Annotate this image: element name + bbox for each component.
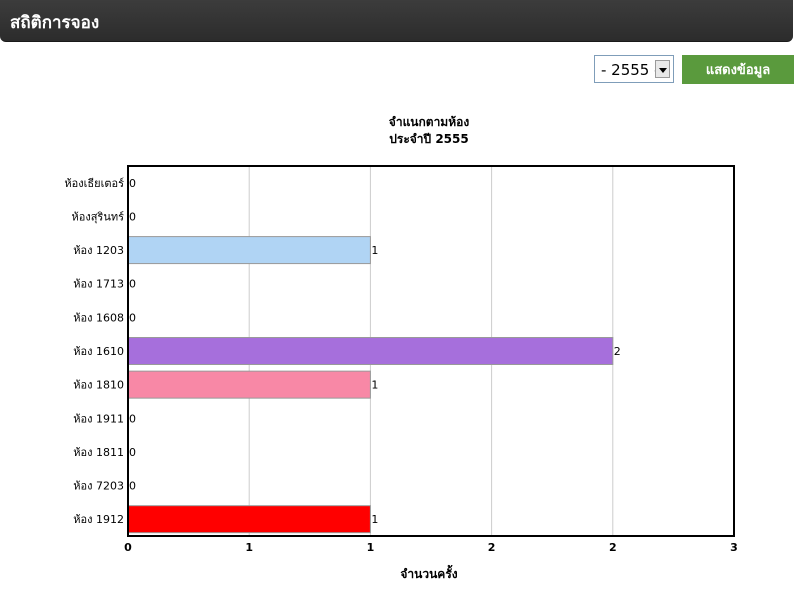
- y-tick-label: ห้อง 1610: [73, 345, 124, 358]
- data-label: 1: [371, 513, 378, 526]
- chart-title: จำแนกตามห้อง: [388, 115, 470, 129]
- bar: [127, 370, 371, 399]
- data-label: 1: [371, 379, 378, 392]
- plot-border: [127, 165, 735, 537]
- year-select[interactable]: - 2555 -: [594, 55, 674, 83]
- chevron-down-icon[interactable]: [655, 60, 670, 78]
- data-label: 0: [129, 412, 136, 425]
- data-label: 0: [129, 210, 136, 223]
- y-tick-label: ห้อง 1608: [73, 311, 124, 324]
- y-tick-label: ห้องเธียเตอร์: [64, 177, 124, 190]
- x-tick-label: 2: [488, 541, 496, 554]
- bar: [127, 505, 371, 534]
- year-select-value: - 2555 -: [601, 61, 660, 79]
- y-tick-label: ห้อง 1912: [73, 513, 124, 526]
- y-tick-label: ห้อง 1810: [73, 379, 124, 392]
- y-tick-label: ห้อง 1203: [73, 244, 124, 257]
- data-label: 0: [129, 446, 136, 459]
- bar: [127, 236, 371, 265]
- show-data-button[interactable]: แสดงข้อมูล: [682, 55, 794, 84]
- chart-subtitle: ประจำปี 2555: [389, 132, 469, 146]
- x-tick-label: 3: [730, 541, 738, 554]
- data-label: 0: [129, 480, 136, 493]
- x-tick-label: 0: [124, 541, 132, 554]
- page-title: สถิติการจอง: [10, 13, 100, 33]
- data-label: 0: [129, 177, 136, 190]
- x-axis-label: จำนวนครั้ง: [400, 567, 458, 581]
- data-label: 0: [129, 311, 136, 324]
- page-header: สถิติการจอง: [0, 0, 793, 42]
- y-tick-label: ห้อง 1811: [73, 446, 124, 459]
- y-tick-label: ห้อง 1911: [73, 412, 124, 425]
- x-tick-label: 1: [367, 541, 375, 554]
- x-tick-label: 2: [609, 541, 617, 554]
- y-tick-label: ห้อง 7203: [73, 480, 124, 493]
- bar: [127, 337, 614, 365]
- x-tick-label: 1: [245, 541, 253, 554]
- data-label: 2: [614, 345, 621, 358]
- y-tick-label: ห้องสุรินทร์: [71, 210, 124, 223]
- data-label: 0: [129, 278, 136, 291]
- y-tick-label: ห้อง 1713: [73, 278, 124, 291]
- data-label: 1: [371, 244, 378, 257]
